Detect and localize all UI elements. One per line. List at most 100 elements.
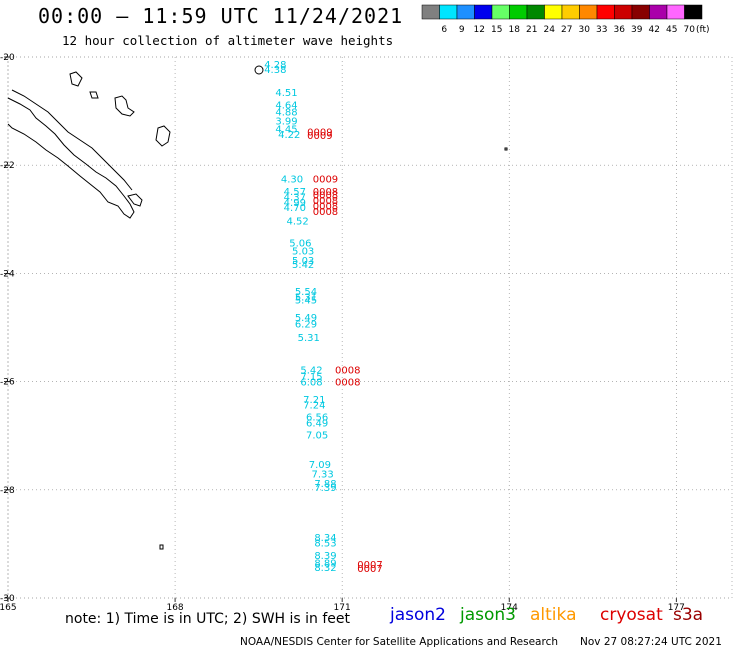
wave-height-label: 7.21	[303, 395, 325, 406]
wave-height-label: 8.53	[314, 539, 336, 550]
wave-height-label: 8.32	[314, 563, 336, 574]
wave-height-label: 4.22	[278, 130, 300, 141]
wave-height-label: 0008	[313, 187, 338, 198]
wave-height-label: 4.30	[281, 175, 303, 186]
color-scale: 6 9 12 15 18 21 24 27 30 33 36 39 42 45 70 (ft)	[421, 4, 710, 35]
lat-tick-label: -26	[0, 378, 15, 388]
wave-height-label: 7.15	[300, 372, 322, 383]
wave-height-label: 4.38	[264, 65, 286, 76]
wave-height-label: 5.45	[295, 296, 317, 307]
scale-label: 42	[649, 25, 660, 35]
islet-2	[89, 91, 99, 99]
wave-height-label: 4.57	[284, 187, 306, 198]
lon-tick-label: 165	[0, 603, 17, 613]
scale-label: 21	[526, 25, 537, 35]
scale-label: 12	[474, 25, 485, 35]
wave-height-label: 5.03	[292, 256, 314, 267]
page-title: 00:00 – 11:59 UTC 11/24/2021	[38, 4, 404, 28]
generated-timestamp: Nov 27 08:27:24 UTC 2021	[580, 636, 722, 648]
wave-height-label: 5.31	[295, 292, 317, 303]
wave-height-label: 7.88	[314, 479, 336, 490]
lat-tick-label: -24	[0, 269, 15, 279]
wave-height-label: 8.39	[314, 551, 336, 562]
wave-height-label: 0008	[313, 202, 338, 213]
wave-height-label: 5.42	[292, 260, 314, 271]
wave-height-label: 0008	[313, 196, 338, 207]
wave-height-label: 4.45	[275, 125, 297, 136]
legend-jason2: jason2	[390, 605, 446, 625]
wave-height-label: 0008	[335, 377, 360, 388]
wave-height-label: 5.31	[298, 333, 320, 344]
legend-jason3: jason3	[460, 605, 516, 625]
credit-line: NOAA/NESDIS Center for Satellite Applica…	[240, 636, 558, 648]
loyalty-island-2	[155, 125, 171, 147]
wave-height-label: 7.24	[303, 401, 325, 412]
lat-tick-label: -22	[0, 161, 15, 171]
new-caledonia-inner-coast	[11, 89, 133, 191]
lat-lon-grid: 165 168 171 174 177 -20 -22 -24 -26 -28 -30	[0, 53, 733, 613]
wave-height-label: 0009	[313, 175, 338, 186]
wave-height-label: 6.56	[306, 413, 328, 424]
lon-tick-label: 177	[668, 603, 685, 613]
wave-height-label: 7.39	[314, 483, 336, 494]
wave-height-label: 4.88	[275, 107, 297, 118]
wave-height-label: 0008	[313, 191, 338, 202]
wave-height-label: 8.34	[314, 533, 336, 544]
wave-height-label: 0008	[313, 207, 338, 218]
footer-note: note: 1) Time is in UTC; 2) SWH is in fe…	[65, 611, 351, 627]
scale-label: 18	[509, 25, 521, 35]
map-frame	[7, 56, 733, 599]
wave-height-label: 5.06	[289, 238, 311, 249]
islet-4	[504, 147, 508, 151]
wave-height-label: 0008	[335, 365, 360, 376]
scale-label: 33	[596, 25, 607, 35]
wave-height-label: 0009	[307, 127, 332, 138]
scale-label: 70	[684, 25, 696, 35]
lat-tick-label: -28	[0, 486, 15, 496]
scale-label: 15	[491, 25, 502, 35]
wave-height-label: 4.37	[284, 192, 306, 203]
wave-height-label: 5.54	[295, 287, 317, 298]
scale-label: 30	[579, 25, 591, 35]
wave-height-label: 4.70	[284, 203, 306, 214]
wave-height-label: 6.08	[300, 377, 322, 388]
new-caledonia-coast	[7, 97, 135, 219]
wave-height-label: 8.89	[314, 559, 336, 570]
wave-height-label: 7.33	[312, 469, 334, 480]
loyalty-island-1	[114, 95, 135, 117]
wave-height-label: 5.42	[300, 365, 322, 376]
islet-3	[159, 544, 164, 550]
islet-5	[254, 65, 264, 75]
legend-s3a: s3a	[673, 605, 704, 625]
scale-label: 27	[561, 25, 572, 35]
wave-height-label: 4.51	[275, 88, 297, 99]
lat-tick-label: -30	[0, 594, 15, 604]
wave-height-label: 5.49	[295, 313, 317, 324]
scale-label: 36	[614, 25, 626, 35]
wave-height-label: 4.99	[284, 198, 306, 209]
scale-label: 45	[666, 25, 677, 35]
scale-label: 6	[441, 25, 447, 35]
wave-height-label: 3.99	[275, 117, 297, 128]
loyalty-island-3	[127, 193, 143, 207]
wave-height-labels: 4.284.38 4.514.644.883.994.454.22 4.304.57…	[264, 60, 383, 575]
wave-height-label: 4.28	[264, 60, 286, 71]
wave-height-label: 6.29	[295, 320, 317, 331]
lat-tick-label: -20	[0, 53, 15, 63]
wave-height-label: 0007	[357, 564, 382, 575]
wave-height-label: 0007	[357, 560, 382, 571]
wave-height-label: 0009	[307, 131, 332, 142]
wave-height-label: 4.52	[286, 217, 308, 228]
scale-label: 9	[459, 25, 465, 35]
scale-label: 24	[544, 25, 556, 35]
scale-swatch	[684, 4, 703, 20]
wave-height-label: 5.03	[292, 246, 314, 257]
legend-altika: altika	[530, 605, 577, 625]
lon-tick-label: 174	[501, 603, 518, 613]
wave-height-label: 4.64	[275, 100, 297, 111]
scale-unit: (ft)	[696, 25, 710, 35]
lon-tick-label: 171	[334, 603, 351, 613]
wave-height-label: 6.49	[306, 419, 328, 430]
lon-tick-label: 168	[166, 603, 183, 613]
